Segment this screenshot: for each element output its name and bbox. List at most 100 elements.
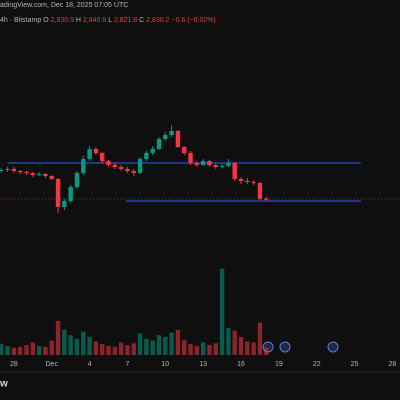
candle-body xyxy=(156,139,162,149)
volume-bar xyxy=(62,329,67,355)
candle-body xyxy=(24,172,29,173)
ohlc-legend: 4h · Bitstamp O 2,830.9 H 2,840.8 L 2,82… xyxy=(0,17,216,24)
candle-body xyxy=(81,159,86,173)
candle-body xyxy=(5,169,10,170)
ohlc-key: H xyxy=(76,17,81,24)
x-tick-label: 28 xyxy=(10,361,18,368)
candle-body xyxy=(0,170,4,171)
candle-body xyxy=(30,173,36,175)
volume-bar xyxy=(238,337,244,355)
candle-body xyxy=(232,163,237,179)
volume-bar xyxy=(232,330,237,355)
volume-bar xyxy=(194,346,200,355)
volume-bar xyxy=(30,342,36,355)
candle-body xyxy=(62,201,67,207)
candle-body xyxy=(49,176,54,179)
candle-body xyxy=(43,174,48,176)
candle-body xyxy=(264,198,269,200)
logo: w xyxy=(0,379,8,390)
volume-bar xyxy=(137,333,143,355)
x-tick-label: 25 xyxy=(351,361,359,368)
volume-bar xyxy=(74,338,80,355)
ohlc-value: 2,821.8 xyxy=(114,17,137,24)
volume-bar xyxy=(24,345,29,355)
volume-bar xyxy=(163,337,168,355)
volume-bar xyxy=(68,335,73,355)
candle-body xyxy=(194,163,200,165)
candle-body xyxy=(144,153,149,159)
volume-bar xyxy=(169,332,174,355)
x-tick-label: 16 xyxy=(237,361,245,368)
candle-body xyxy=(200,161,206,165)
volume-bar xyxy=(213,343,218,355)
volume-bar xyxy=(87,337,92,355)
volume-bar xyxy=(264,347,269,355)
volume-bar xyxy=(93,341,99,355)
x-tick-label: 4 xyxy=(88,361,92,368)
volume-bar xyxy=(188,344,193,355)
volume-bar xyxy=(156,335,162,355)
candle-body xyxy=(36,174,42,175)
volume-bar xyxy=(150,340,155,355)
candle-body xyxy=(55,179,61,207)
volume-bar xyxy=(5,346,10,355)
ohlc-key: L xyxy=(108,17,112,24)
x-tick-label: 10 xyxy=(161,361,169,368)
volume-bar xyxy=(257,322,263,355)
ohlc-key: O xyxy=(43,17,49,24)
candle-body xyxy=(188,153,193,163)
candle-body xyxy=(137,159,143,173)
volume-bar xyxy=(182,339,187,355)
ohlc-value: 2,830.2 xyxy=(146,17,169,24)
candle-body xyxy=(106,161,111,165)
candle-body xyxy=(219,166,225,167)
candle-body xyxy=(118,167,124,169)
volume-bar xyxy=(43,346,48,355)
volume-bar xyxy=(36,346,42,355)
ohlc-value: 2,830.9 xyxy=(51,17,74,24)
volume-bar xyxy=(11,347,17,355)
volume-bar xyxy=(207,345,212,355)
candle-body xyxy=(87,149,92,159)
volume-bar xyxy=(55,320,61,355)
volume-bar xyxy=(226,328,231,355)
x-tick-label: 7 xyxy=(125,361,129,368)
volume-bar xyxy=(131,343,136,355)
candle-body xyxy=(131,171,136,173)
volume-bar xyxy=(245,341,250,355)
candle-body xyxy=(112,165,118,167)
volume-bar xyxy=(112,346,118,355)
change: −0.6 (−0.02%) xyxy=(171,17,215,24)
candle-body xyxy=(169,131,174,135)
candle-body xyxy=(207,161,212,165)
candle-body xyxy=(238,179,244,181)
volume-bar xyxy=(219,268,225,355)
candle-body xyxy=(125,169,130,171)
volume-bar xyxy=(49,340,54,355)
x-tick-label: 19 xyxy=(275,361,283,368)
x-tick-label: Dec xyxy=(46,361,59,368)
candle-body xyxy=(68,187,73,201)
ohlc-key: C xyxy=(139,17,144,24)
event-marker[interactable] xyxy=(279,341,291,353)
candle-body xyxy=(17,171,23,172)
candle-body xyxy=(213,165,218,167)
symbol: 4h · Bitstamp xyxy=(0,17,41,24)
source-line: adingView.com, Dec 18, 2025 07:05 UTC xyxy=(0,2,128,9)
candle-body xyxy=(251,182,256,183)
x-tick-label: 28 xyxy=(389,361,397,368)
volume-bar xyxy=(0,344,4,355)
event-marker[interactable] xyxy=(327,341,339,353)
candle-body xyxy=(175,131,181,147)
candle-body xyxy=(11,169,17,171)
ohlc-value: 2,840.8 xyxy=(83,17,106,24)
candle-body xyxy=(163,135,168,139)
x-tick-label: 13 xyxy=(199,361,207,368)
candle-body xyxy=(150,149,155,153)
volume-bar xyxy=(100,344,105,355)
x-tick-label: 22 xyxy=(313,361,321,368)
volume-bar xyxy=(118,342,124,355)
volume-bar xyxy=(251,342,256,355)
